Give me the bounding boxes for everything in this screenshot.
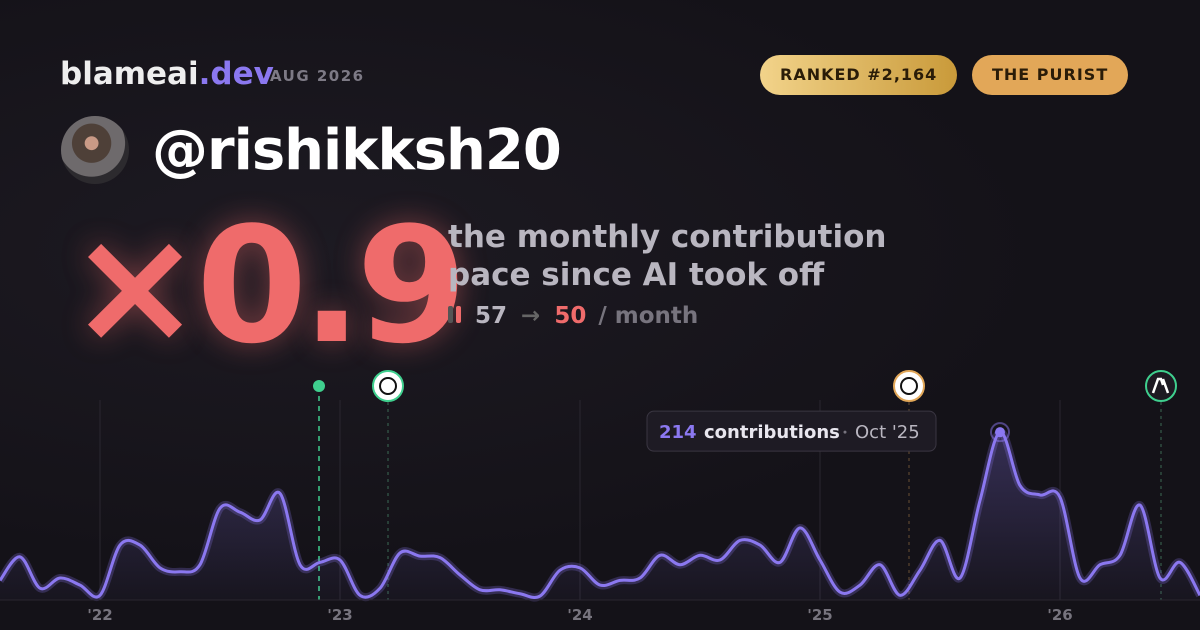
- event-dot: [313, 380, 325, 392]
- caption: the monthly contribution: [448, 219, 887, 255]
- swatch: [448, 306, 453, 323]
- swatch: [456, 306, 461, 323]
- title-badge: THE PURIST: [972, 55, 1129, 95]
- x-tick-label: '26: [1047, 606, 1072, 624]
- date: AUG 2026: [270, 67, 365, 85]
- arrow: →: [521, 303, 541, 329]
- tooltip-value: 214: [659, 422, 697, 443]
- x-tick-label: '22: [87, 606, 112, 624]
- brand-suffix: .dev: [198, 56, 274, 92]
- rank-badge: RANKED #2,164: [760, 55, 958, 95]
- event-icon: [1145, 370, 1177, 402]
- tooltip-unit: contributions: [704, 422, 840, 443]
- event-icon: [893, 370, 925, 402]
- event-icon-glyph: [900, 377, 918, 395]
- separator: [843, 430, 847, 434]
- multiplier: ×0.9: [68, 192, 467, 379]
- pace-before: 57: [475, 303, 508, 329]
- event-icon: [372, 370, 404, 402]
- tooltip: [646, 410, 937, 452]
- brand: blameai.dev: [60, 56, 274, 92]
- pace-unit: / month: [598, 303, 699, 329]
- pace-after: 50: [554, 303, 587, 329]
- event-icon-glyph: [379, 377, 397, 395]
- avatar: [61, 116, 129, 184]
- pace: 57 → 50 / month: [448, 303, 698, 329]
- hover-ring: [990, 422, 1010, 443]
- event-markers: [313, 370, 1177, 600]
- tooltip-date: Oct '25: [855, 422, 920, 443]
- caption: pace since AI took off: [448, 257, 825, 293]
- hover-dot: [995, 427, 1005, 438]
- x-tick-label: '25: [807, 606, 832, 624]
- brand-name: blameai: [60, 56, 199, 92]
- area: [0, 432, 1200, 600]
- x-tick-label: '24: [567, 606, 592, 624]
- event-icon-glyph: [1151, 377, 1170, 394]
- x-tick-label: '23: [327, 606, 352, 624]
- handle: @rishikksh20: [152, 118, 562, 183]
